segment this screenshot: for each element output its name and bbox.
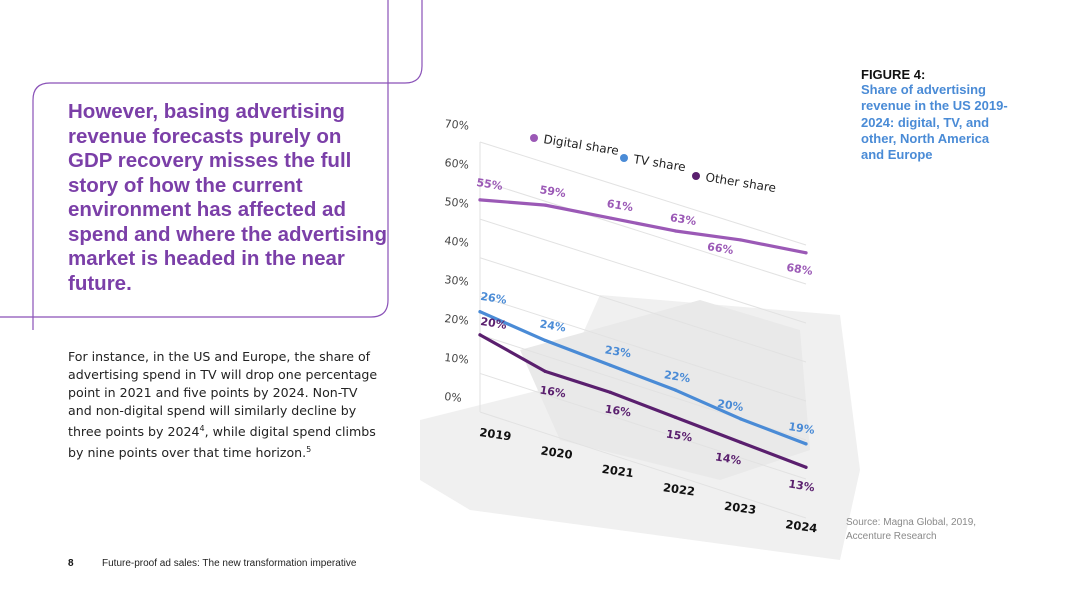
footnote-ref-4[interactable]: 4 xyxy=(199,424,205,433)
data-point xyxy=(739,238,743,242)
x-category-label: 2023 xyxy=(723,499,757,517)
data-label: 55% xyxy=(476,176,504,193)
x-axis-categories: 2019 2020 2021 2022 2023 2024 xyxy=(479,425,819,535)
x-category-label: 2019 xyxy=(479,425,513,443)
data-point xyxy=(543,203,547,207)
data-label: 16% xyxy=(539,383,567,400)
data-point xyxy=(804,442,808,446)
figure-title: Share of advertising revenue in the US 2… xyxy=(861,82,1008,163)
data-point xyxy=(739,417,743,421)
data-point xyxy=(804,465,808,469)
x-category-label: 2022 xyxy=(662,480,696,498)
y-tick-label: 50% xyxy=(444,195,470,210)
footer-title: Future-proof ad sales: The new transform… xyxy=(102,558,357,569)
y-tick-label: 0% xyxy=(444,390,463,405)
data-label: 22% xyxy=(663,368,691,385)
data-point xyxy=(543,338,547,343)
data-label: 13% xyxy=(788,477,816,494)
data-point xyxy=(608,363,613,367)
data-point xyxy=(478,310,482,314)
legend-label: Digital share xyxy=(543,132,620,158)
data-label: 26% xyxy=(480,290,508,307)
data-point xyxy=(543,369,547,373)
data-point xyxy=(674,388,678,392)
x-category-label: 2020 xyxy=(540,444,574,462)
legend-label: Other share xyxy=(705,170,777,195)
x-category-label: 2021 xyxy=(601,462,635,480)
data-label: 20% xyxy=(716,397,744,414)
data-label: 16% xyxy=(604,403,632,420)
series-line xyxy=(478,333,808,469)
gridline xyxy=(479,218,807,324)
footnote-ref-5[interactable]: 5 xyxy=(306,445,312,455)
gridline xyxy=(479,411,807,519)
gridline xyxy=(479,180,807,285)
source-note: Source: Magna Global, 2019, Accenture Re… xyxy=(846,517,977,542)
data-point xyxy=(608,390,613,395)
legend-marker xyxy=(620,154,628,162)
y-tick-label: 70% xyxy=(444,117,470,132)
data-label: 23% xyxy=(604,343,632,360)
shadow-plane-inner xyxy=(520,300,810,480)
data-point xyxy=(674,229,678,233)
gridline xyxy=(479,295,807,402)
data-label: 19% xyxy=(788,420,816,437)
data-point xyxy=(608,216,613,220)
data-label: 14% xyxy=(714,450,742,467)
y-tick-label: 10% xyxy=(444,351,470,366)
data-point xyxy=(478,198,482,202)
gridline xyxy=(479,257,807,363)
data-point xyxy=(478,333,482,337)
chart-series xyxy=(478,198,808,469)
data-label: 61% xyxy=(606,197,634,214)
data-label: 59% xyxy=(539,183,567,200)
x-category-label: 2024 xyxy=(785,517,819,535)
y-axis-ticks: 0% 10% 20% 30% 40% 50% 60% 70% xyxy=(444,117,470,405)
chart-shadow xyxy=(420,295,860,560)
data-label: 15% xyxy=(665,427,693,444)
y-tick-label: 30% xyxy=(444,273,470,288)
data-labels: 55% 59% 61% 63% 66% 68% 26% 24% 23% 22% 20% 19% 20% 1… xyxy=(476,176,816,494)
data-point xyxy=(674,415,678,419)
body-text-part1: For instance, in the US and Europe, the … xyxy=(68,349,378,440)
body-text-part2: , while digital spend climbs by nine poi… xyxy=(68,424,376,461)
legend-label: TV share xyxy=(632,152,687,174)
data-label: 20% xyxy=(480,315,508,332)
headline: However, basing advertising revenue fore… xyxy=(68,100,387,295)
y-tick-label: 40% xyxy=(444,234,470,249)
y-tick-label: 20% xyxy=(444,312,470,327)
series-line xyxy=(478,310,808,446)
chart-legend: Digital share TV share Other share xyxy=(530,132,777,195)
data-point xyxy=(804,251,808,255)
figure-label: FIGURE 4: xyxy=(861,67,926,82)
y-tick-label: 60% xyxy=(444,156,470,171)
data-label: 24% xyxy=(539,318,567,335)
legend-marker xyxy=(692,172,700,180)
data-label: 68% xyxy=(786,261,814,278)
data-point xyxy=(739,440,743,444)
gridline xyxy=(479,141,807,246)
page-number: 8 xyxy=(68,558,74,569)
data-label: 66% xyxy=(706,240,734,257)
body-paragraph: For instance, in the US and Europe, the … xyxy=(68,348,378,462)
gridline xyxy=(479,372,807,480)
legend-marker xyxy=(530,134,538,142)
data-label: 63% xyxy=(669,211,697,228)
series-line xyxy=(478,198,808,255)
